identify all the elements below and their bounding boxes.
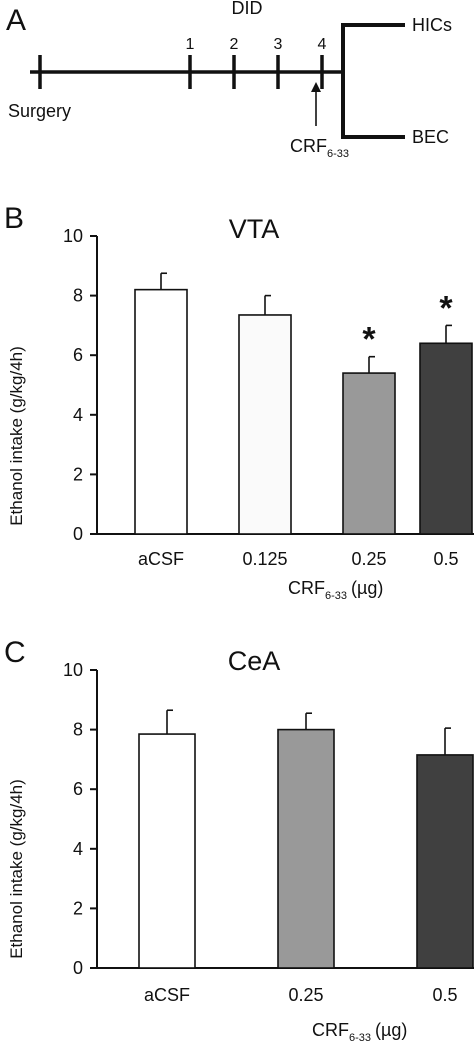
y-tick-label: 8 xyxy=(73,286,83,306)
category-label: 0.25 xyxy=(288,985,323,1005)
chart-cea: C CeA Ethanol intake (g/kg/4h) 0 2 4 6 8 10 aC… xyxy=(4,636,474,1044)
category-label: 0.5 xyxy=(432,985,457,1005)
y-tick-label: 0 xyxy=(73,958,83,978)
significance-marker: * xyxy=(362,321,376,359)
y-tick-label: 6 xyxy=(73,779,83,799)
timeline-header: DID xyxy=(232,0,263,18)
bar xyxy=(134,288,188,535)
surgery-label: Surgery xyxy=(8,101,71,121)
bar xyxy=(277,728,335,969)
day-label: 4 xyxy=(318,36,327,53)
category-label: 0.5 xyxy=(433,549,458,569)
chart-marks: 0 2 4 6 8 10 aCSF 0.125 0.25 * 0.5 * xyxy=(63,226,474,569)
y-tick-label: 4 xyxy=(73,839,83,859)
y-axis-label: Ethanol intake (g/kg/4h) xyxy=(7,346,26,526)
y-tick-label: 8 xyxy=(73,720,83,740)
experiment-timeline: A DID Surgery 1 2 3 4 CRF6-33 HICs BEC xyxy=(6,0,452,160)
panel-label-c: C xyxy=(4,636,26,669)
treatment-label: CRF6-33 xyxy=(290,136,349,160)
y-tick-label: 2 xyxy=(73,464,83,484)
x-axis-label: CRF6-33 (µg) xyxy=(312,1020,407,1044)
panel-label-b: B xyxy=(4,202,24,235)
bar xyxy=(342,372,396,535)
y-tick-label: 6 xyxy=(73,345,83,365)
y-tick-label: 10 xyxy=(63,660,83,680)
bar xyxy=(419,342,473,535)
bar xyxy=(138,733,196,969)
y-tick-label: 2 xyxy=(73,898,83,918)
chart-marks: 0 2 4 6 8 10 aCSF 0.25 0.5 xyxy=(63,660,474,1005)
y-tick-label: 10 xyxy=(63,226,83,246)
day-label: 3 xyxy=(274,36,283,53)
timeline-branch xyxy=(341,23,405,139)
day-label: 2 xyxy=(230,36,239,53)
chart-title: VTA xyxy=(229,214,280,244)
category-label: 0.25 xyxy=(351,549,386,569)
significance-marker: * xyxy=(439,289,453,327)
category-label: aCSF xyxy=(144,985,190,1005)
treatment-arrowhead xyxy=(311,82,321,92)
chart-vta: B VTA Ethanol intake (g/kg/4h) 0 2 4 6 8 10 aC… xyxy=(4,202,474,602)
y-tick-label: 0 xyxy=(73,524,83,544)
branch-bottom-label: BEC xyxy=(412,127,449,147)
chart-title: CeA xyxy=(228,646,281,676)
panel-label-a: A xyxy=(6,4,26,37)
branch-top-label: HICs xyxy=(412,15,452,35)
y-tick-label: 4 xyxy=(73,405,83,425)
day-ticks: 1 2 3 4 xyxy=(186,36,327,89)
bar xyxy=(238,314,292,535)
x-axis-label: CRF6-33 (µg) xyxy=(288,578,383,602)
bar xyxy=(416,754,474,969)
category-label: 0.125 xyxy=(242,549,287,569)
category-label: aCSF xyxy=(138,549,184,569)
day-label: 1 xyxy=(186,36,195,53)
y-axis-label: Ethanol intake (g/kg/4h) xyxy=(7,779,26,959)
